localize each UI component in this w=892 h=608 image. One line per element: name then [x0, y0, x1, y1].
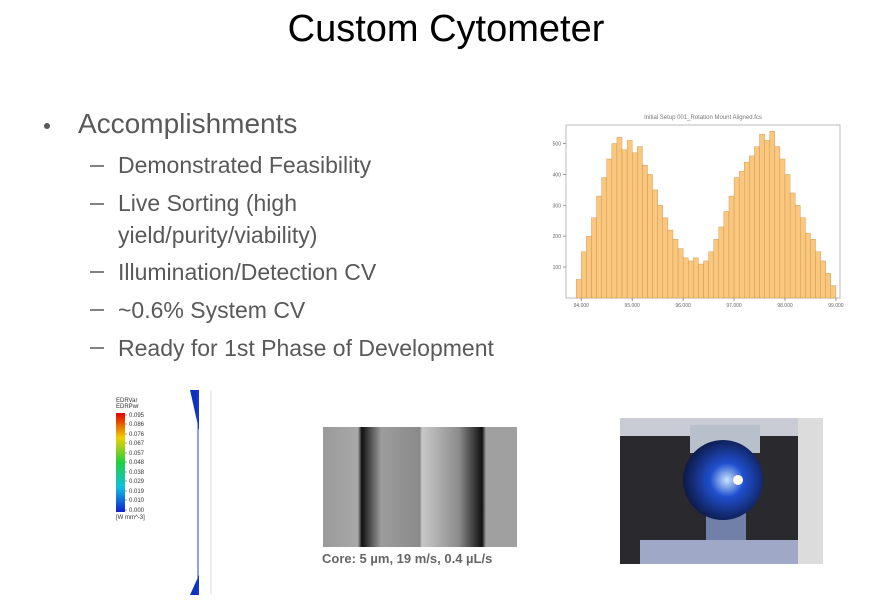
histogram-bar: [754, 146, 760, 299]
colorbar-tick-label: 0.076: [129, 432, 145, 438]
colorbar-tick-label: 0.048: [129, 460, 145, 466]
dash-markers: [90, 165, 104, 349]
flow-image: [323, 427, 517, 547]
histogram-bar: [642, 164, 648, 299]
colorbar-tick-label: 0.038: [129, 470, 145, 476]
slide-title: Custom Cytometer: [287, 8, 605, 50]
chart-title: Initial Setup 001_Rotation Mount Aligned…: [644, 115, 762, 121]
histogram-bar: [677, 248, 684, 299]
caption: Core: 5 µm, 19 m/s, 0.4 µL/s: [322, 551, 493, 566]
histogram-bar: [779, 158, 786, 299]
colorbar-tick-label: 0.000: [129, 508, 145, 514]
histogram-bar: [805, 232, 811, 299]
histogram-bar: [682, 257, 689, 299]
histogram-bar: [810, 239, 816, 299]
histogram-bar: [820, 260, 826, 299]
colorbar-tick-label: 0.095: [129, 413, 145, 419]
photo: [620, 418, 823, 564]
histogram-bar: [657, 205, 663, 299]
bullet-marker: [44, 123, 50, 129]
histogram-bar: [611, 143, 618, 299]
sub-bullet: ~0.6% System CV: [118, 297, 306, 323]
histogram-bar: [693, 257, 699, 299]
bullet: Accomplishments: [78, 108, 298, 139]
histogram-bar: [698, 263, 704, 299]
histogram-bar: [621, 149, 628, 299]
y-tick-label: 100: [553, 265, 562, 271]
colorbar-unit: [W mm^-3]: [116, 515, 145, 521]
colorbar-label: EDRPwr: [116, 404, 139, 410]
histogram-bar: [647, 174, 653, 299]
histogram-bar: [713, 239, 719, 299]
colorbar-tick-label: 0.057: [129, 451, 145, 457]
sub-bullet: Demonstrated Feasibility: [118, 152, 372, 178]
histogram-bar: [667, 229, 674, 299]
colorbar-tick-label: 0.086: [129, 422, 145, 428]
histogram-bar: [784, 174, 791, 299]
sub-bullet: Illumination/Detection CV: [118, 259, 377, 285]
histogram-bar: [672, 239, 679, 299]
histogram-bar: [738, 171, 745, 299]
colorbar-tick-label: 0.010: [129, 498, 145, 504]
histogram-bar: [825, 273, 832, 299]
y-tick-label: 300: [553, 203, 562, 209]
histogram-bar: [728, 195, 735, 299]
colorbar-tick-label: 0.019: [129, 489, 145, 495]
x-tick-label: 97.000: [726, 303, 742, 309]
x-tick-label: 94.000: [574, 303, 590, 309]
colorbar-tick-label: 0.067: [129, 441, 145, 447]
histogram-bar: [606, 158, 613, 299]
x-tick-label: 96.000: [675, 303, 691, 309]
histogram-bar: [718, 226, 725, 299]
y-tick-label: 500: [553, 142, 562, 148]
histogram-bar: [830, 285, 837, 299]
histogram-bar: [591, 217, 597, 299]
histogram-bar: [616, 137, 623, 299]
histogram-bar: [744, 161, 750, 299]
colorbar-label: EDRVar: [116, 398, 137, 404]
colorbar-tick-label: 0.029: [129, 479, 145, 485]
histogram-bar: [769, 130, 776, 299]
histogram-bar: [774, 146, 781, 299]
sub-bullet: Ready for 1st Phase of Development: [118, 335, 494, 361]
histogram-bar: [632, 152, 638, 299]
histogram-bar: [601, 177, 607, 299]
histogram-bar: [764, 140, 770, 299]
histogram-bar: [749, 155, 755, 299]
histogram-bar: [662, 217, 669, 299]
histogram-bar: [708, 251, 714, 299]
y-tick-label: 200: [553, 234, 562, 240]
sub-bullet: Live Sorting (high yield/purity/viabilit…: [118, 190, 318, 248]
simulation-image: [113, 390, 212, 595]
histogram-bar: [626, 140, 633, 299]
histogram-bar: [586, 236, 592, 299]
x-tick-label: 98.000: [777, 303, 793, 309]
x-tick-label: 95.000: [625, 303, 641, 309]
histogram-bar: [688, 260, 694, 299]
histogram-bar: [596, 195, 602, 299]
histogram-bar: [794, 205, 801, 299]
y-tick-label: 400: [553, 172, 562, 178]
histogram-bar: [723, 211, 730, 299]
histogram-bar: [789, 192, 796, 299]
histogram-bar: [800, 217, 806, 299]
histogram-bar: [652, 189, 658, 299]
histogram-bar: [575, 279, 582, 299]
histogram-bar: [733, 177, 740, 299]
histogram-bar: [637, 146, 643, 299]
histogram-bar: [815, 251, 821, 299]
histogram-bar: [581, 251, 587, 299]
histogram-bar: [703, 260, 709, 299]
histogram-bar: [759, 134, 765, 299]
x-tick-label: 99.000: [828, 303, 844, 309]
